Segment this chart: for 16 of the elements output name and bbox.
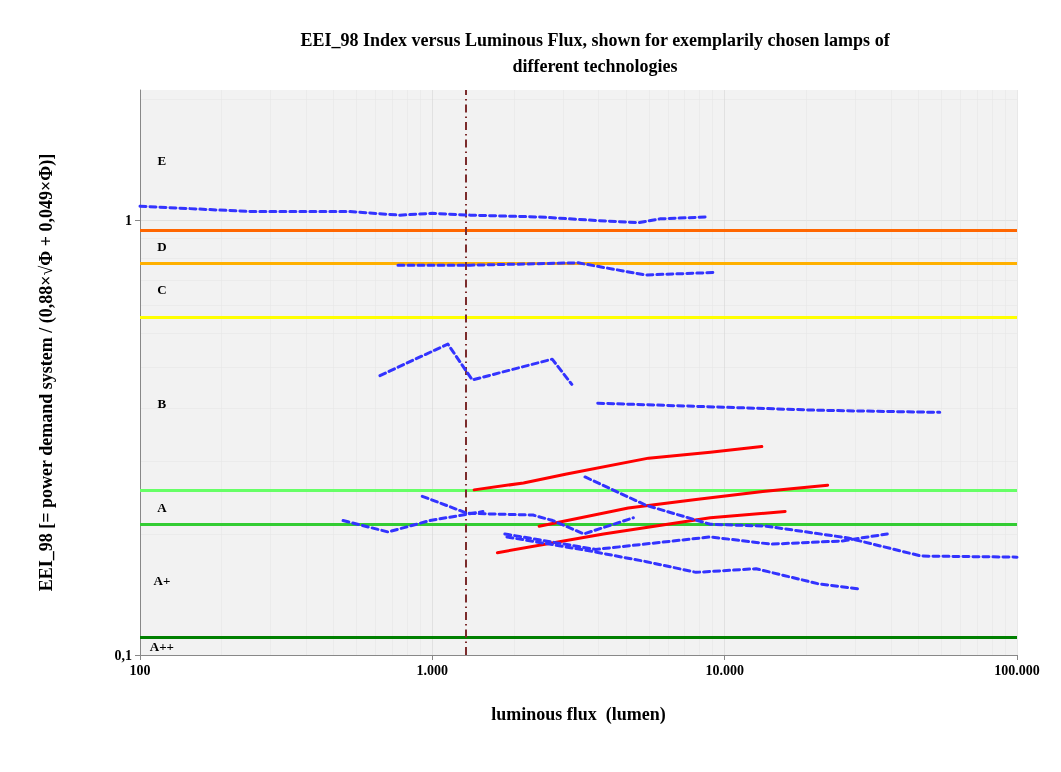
annotation: B	[157, 395, 167, 411]
x-tick-label: 100	[129, 662, 151, 678]
x-tick-label: 10.000	[705, 662, 744, 678]
annotation: E	[157, 152, 167, 168]
annotation: A	[157, 499, 168, 515]
annotation: D	[157, 239, 167, 255]
x-tick-label: 1.000	[416, 662, 449, 678]
x-tick-label: 100.000	[994, 662, 1040, 678]
annotation: C	[157, 282, 167, 298]
y-axis-title: EEI_98 [= power demand system / (0,88×√Φ + 0,049×Φ)]	[36, 153, 57, 592]
chart-title: EEI_98 Index versus Luminous Flux, shown for exemplarily chosen lamps of different technologies	[300, 30, 891, 76]
annotation: A++	[149, 638, 175, 654]
annotation: A+	[153, 573, 171, 589]
y-tick-label: 1	[125, 213, 132, 229]
x-axis-title: luminous flux (lumen)	[491, 704, 666, 725]
y-tick-label: 0,1	[114, 647, 132, 663]
